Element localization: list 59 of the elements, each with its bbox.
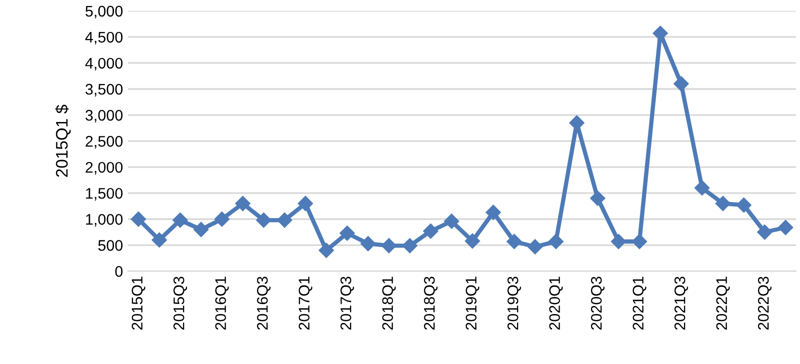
- y-tick-label: 500: [98, 240, 123, 251]
- point: [276, 212, 292, 228]
- y-tick-label: 1,000: [86, 214, 123, 227]
- x-tick-label: 2018Q3: [424, 276, 438, 330]
- x-tick-label: 2016Q3: [256, 276, 271, 330]
- point: [235, 196, 250, 212]
- x-tick-label: 2020Q3: [590, 276, 605, 330]
- y-tick-label: 2,000: [86, 162, 123, 175]
- point: [381, 238, 397, 254]
- x-tick-label: 2021Q3: [674, 276, 688, 330]
- point: [610, 234, 626, 250]
- point: [172, 212, 188, 228]
- point: [402, 238, 418, 254]
- y-tick-label: 5,000: [86, 6, 123, 18]
- point: [778, 220, 794, 236]
- point: [444, 214, 460, 229]
- point: [548, 234, 564, 250]
- y-axis-title: 2015Q1 $: [55, 104, 71, 177]
- point: [423, 224, 438, 239]
- x-tick-label: 2019Q1: [466, 276, 480, 330]
- x-tick-label: 2021Q1: [632, 276, 646, 330]
- point: [130, 212, 146, 227]
- y-tick-label: 3,000: [85, 110, 123, 123]
- x-tick-label: 2017Q3: [340, 276, 354, 330]
- y-tick-label: 4,500: [85, 32, 123, 44]
- point: [652, 26, 668, 41]
- x-tick-label: 2022Q1: [716, 276, 730, 330]
- point: [736, 198, 752, 213]
- point: [486, 204, 501, 220]
- point: [318, 242, 334, 258]
- y-tick-label: 3,500: [85, 84, 123, 96]
- y-tick-label: 2,500: [86, 136, 123, 149]
- point: [464, 233, 480, 249]
- point: [298, 196, 314, 212]
- point: [193, 222, 209, 238]
- x-tick-label: 2018Q1: [382, 276, 396, 330]
- y-tick-label: 0: [115, 266, 123, 277]
- y-tick-label: 1,500: [86, 188, 123, 201]
- x-tick-label: 2015Q3: [173, 276, 188, 330]
- point: [360, 236, 376, 252]
- point: [506, 234, 522, 250]
- point: [674, 76, 689, 92]
- point: [694, 180, 710, 196]
- x-tick-label: 2020Q1: [549, 276, 563, 330]
- x-tick-label: 2016Q1: [215, 276, 229, 330]
- point: [340, 226, 355, 241]
- point: [715, 196, 731, 212]
- point: [256, 212, 272, 228]
- point: [152, 232, 167, 248]
- point: [590, 190, 606, 206]
- point: [527, 239, 543, 254]
- x-tick-label: 2015Q1: [132, 276, 146, 330]
- x-tick-label: 2017Q1: [298, 276, 312, 330]
- point: [214, 212, 230, 227]
- point: [632, 234, 648, 250]
- x-tick-label: 2022Q3: [758, 276, 772, 330]
- x-tick-label: 2019Q3: [507, 276, 522, 330]
- y-tick-label: 4,000: [85, 58, 123, 70]
- point: [757, 224, 772, 240]
